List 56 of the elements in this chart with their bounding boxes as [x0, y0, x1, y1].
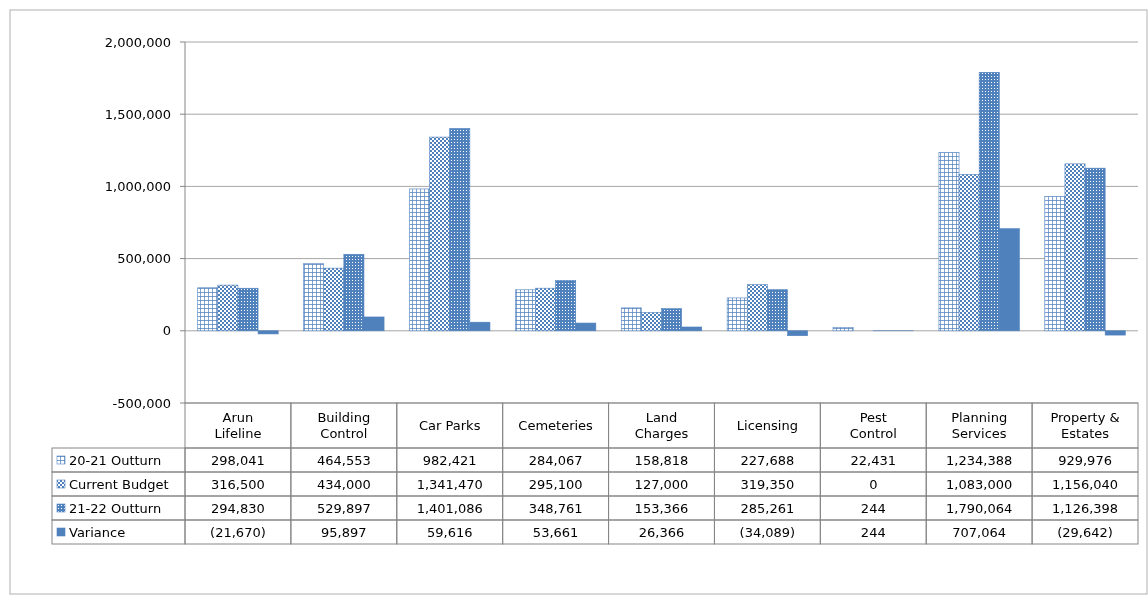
data-label: 244 [860, 500, 886, 516]
x-tick-label: Property & Estates [1050, 410, 1120, 442]
data-label: 294,830 [211, 500, 265, 516]
legend-label: 21-22 Outturn [69, 500, 162, 516]
x-tick-label: Arun Lifeline [214, 410, 262, 442]
data-label: 1,156,040 [1051, 476, 1119, 492]
x-tick-label: Car Parks [419, 418, 481, 434]
data-label: 153,366 [634, 500, 689, 516]
data-label: 707,064 [952, 524, 1007, 540]
data-label: 464,553 [316, 452, 371, 468]
data-label: 1,126,398 [1051, 500, 1119, 516]
data-label: 284,067 [528, 452, 583, 468]
data-label: 127,000 [634, 476, 689, 492]
data-label: 244 [860, 524, 886, 540]
x-tick-label: Cemeteries [518, 418, 594, 434]
x-tick-label: Pest Control [849, 410, 897, 442]
x-tick-label: Building Control [317, 410, 371, 442]
data-label: 348,761 [528, 500, 583, 516]
data-label: 285,261 [740, 500, 795, 516]
legend-label: Current Budget [69, 476, 169, 492]
data-label: 434,000 [316, 476, 371, 492]
y-tick-label: 500,000 [117, 251, 171, 267]
data-label: 319,350 [740, 476, 795, 492]
data-label: 316,500 [211, 476, 265, 492]
data-label: 529,897 [316, 500, 371, 516]
data-label: 298,041 [211, 452, 265, 468]
data-label: 1,341,470 [416, 476, 483, 492]
data-label: 22,431 [850, 452, 897, 468]
data-label: 1,083,000 [946, 476, 1013, 492]
y-tick-label: 0 [162, 323, 171, 339]
data-label: 158,818 [634, 452, 689, 468]
data-label: 1,234,388 [946, 452, 1013, 468]
data-label: 53,661 [532, 524, 579, 540]
y-tick-label: 2,000,000 [104, 34, 171, 50]
data-label: (34,089) [739, 524, 796, 540]
data-label: (21,670) [210, 524, 266, 540]
data-label: 0 [869, 476, 878, 492]
data-label: 929,976 [1058, 452, 1112, 468]
x-tick-label: Licensing [736, 418, 798, 434]
data-label: 95,897 [321, 524, 367, 540]
x-tick-label: Planning Services [951, 410, 1008, 442]
data-label: 1,401,086 [416, 500, 483, 516]
x-tick-label: Land Charges [634, 410, 689, 442]
data-label: (29,642) [1057, 524, 1113, 540]
data-label: 1,790,064 [946, 500, 1013, 516]
data-label: 227,688 [740, 452, 795, 468]
data-label: 26,366 [638, 524, 685, 540]
data-label: 295,100 [528, 476, 583, 492]
y-tick-label: -500,000 [112, 395, 171, 411]
data-label: 982,421 [422, 452, 477, 468]
y-tick-label: 1,500,000 [104, 106, 171, 122]
bar [832, 327, 854, 332]
legend-label: Variance [69, 524, 126, 540]
data-label: 59,616 [426, 524, 473, 540]
y-tick-label: 1,000,000 [104, 178, 171, 194]
legend-label: 20-21 Outturn [69, 452, 162, 468]
